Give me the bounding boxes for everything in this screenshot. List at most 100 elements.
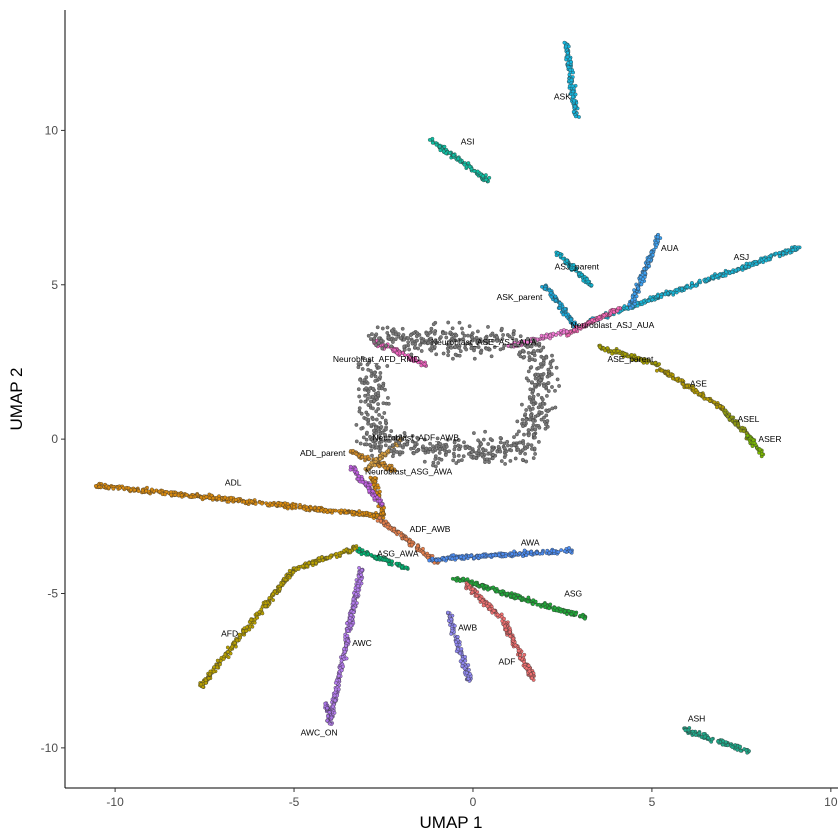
cell-point — [528, 413, 533, 418]
cell-point — [441, 149, 446, 154]
cell-point — [481, 174, 485, 179]
cell-point — [184, 492, 189, 497]
cell-point — [392, 527, 396, 532]
cell-point — [454, 556, 459, 560]
cell-point — [490, 448, 494, 453]
cell-point — [421, 444, 425, 449]
cell-point — [531, 432, 536, 437]
cell-point — [472, 356, 477, 361]
cell-point — [357, 409, 362, 414]
cell-point — [486, 442, 491, 446]
cell-point — [598, 345, 602, 349]
cell-point — [747, 261, 752, 266]
cell-point — [474, 451, 479, 455]
cell-point — [715, 274, 720, 278]
cell-point — [356, 550, 361, 554]
cell-point — [226, 655, 231, 660]
cell-point — [515, 419, 520, 424]
cell-point — [379, 444, 384, 449]
y-tick-label: -5 — [47, 587, 58, 601]
cell-point — [538, 378, 543, 383]
cell-point — [335, 555, 339, 559]
cell-point — [561, 256, 565, 261]
cell-point — [502, 624, 507, 629]
cell-point — [351, 605, 356, 610]
cell-point — [414, 449, 419, 454]
cell-point — [351, 510, 356, 515]
cell-point — [380, 326, 385, 331]
cell-point — [472, 556, 477, 560]
cell-point — [508, 593, 513, 598]
cell-point — [497, 553, 501, 558]
cell-point — [378, 421, 382, 425]
cell-point — [364, 386, 369, 391]
cluster-label-neuroblast-asj-aua: Neuroblast_ASJ_AUA — [571, 320, 655, 330]
y-tick-label: 5 — [51, 278, 58, 292]
cell-point — [456, 156, 461, 161]
cell-point — [508, 459, 513, 463]
x-tick-label: -10 — [106, 795, 124, 809]
cell-point — [206, 676, 211, 681]
cell-point — [367, 457, 372, 461]
cell-point — [522, 548, 527, 553]
cell-point — [366, 333, 371, 338]
cell-point — [283, 577, 288, 582]
cell-point — [535, 550, 539, 555]
cell-point — [548, 333, 553, 338]
cell-point — [381, 511, 386, 516]
cell-point — [328, 508, 332, 513]
cell-point — [298, 505, 303, 509]
cell-point — [396, 530, 401, 535]
cell-point — [520, 448, 525, 452]
cell-point — [385, 364, 390, 368]
cell-point — [524, 408, 529, 412]
cell-point — [467, 585, 471, 590]
cell-point — [655, 235, 660, 240]
cell-point — [150, 487, 154, 492]
cell-point — [357, 406, 362, 411]
cell-point — [517, 551, 522, 556]
cell-point — [424, 446, 429, 451]
cell-point — [549, 365, 554, 370]
cell-point — [627, 302, 632, 307]
cell-point — [705, 397, 710, 401]
cell-point — [199, 682, 203, 687]
cell-point — [509, 448, 514, 453]
cell-point — [351, 597, 356, 601]
cluster-label-ase: ASE — [690, 379, 707, 389]
cell-point — [522, 432, 526, 437]
cell-point — [474, 594, 479, 598]
cluster-label-asg-awa: ASG_AWA — [377, 549, 419, 559]
cell-point — [539, 410, 544, 415]
cell-point — [249, 499, 254, 504]
cell-point — [612, 349, 616, 353]
cell-point — [377, 464, 382, 469]
cell-point — [671, 290, 676, 295]
cell-point — [683, 728, 688, 733]
cell-point — [377, 336, 381, 341]
cell-point — [517, 429, 521, 434]
cell-point — [512, 594, 516, 599]
cluster-label-asj: ASJ — [734, 252, 750, 262]
cell-point — [481, 437, 486, 442]
cell-point — [571, 94, 575, 99]
cell-point — [540, 551, 545, 556]
cell-point — [421, 448, 426, 452]
cell-point — [387, 463, 392, 468]
cell-point — [436, 461, 441, 465]
cell-point — [605, 346, 610, 350]
cell-point — [580, 614, 585, 619]
cell-point — [456, 453, 461, 458]
cell-point — [488, 451, 493, 456]
cell-point — [730, 270, 735, 274]
cluster-label-awc: AWC — [352, 638, 372, 648]
cell-point — [659, 368, 664, 373]
cell-point — [377, 515, 382, 520]
cell-point — [377, 383, 381, 388]
cell-point — [221, 657, 226, 661]
y-tick-label: -10 — [41, 741, 59, 755]
cell-point — [472, 455, 477, 460]
cell-point — [558, 301, 562, 306]
cell-point — [421, 550, 425, 555]
cell-point — [491, 553, 496, 557]
